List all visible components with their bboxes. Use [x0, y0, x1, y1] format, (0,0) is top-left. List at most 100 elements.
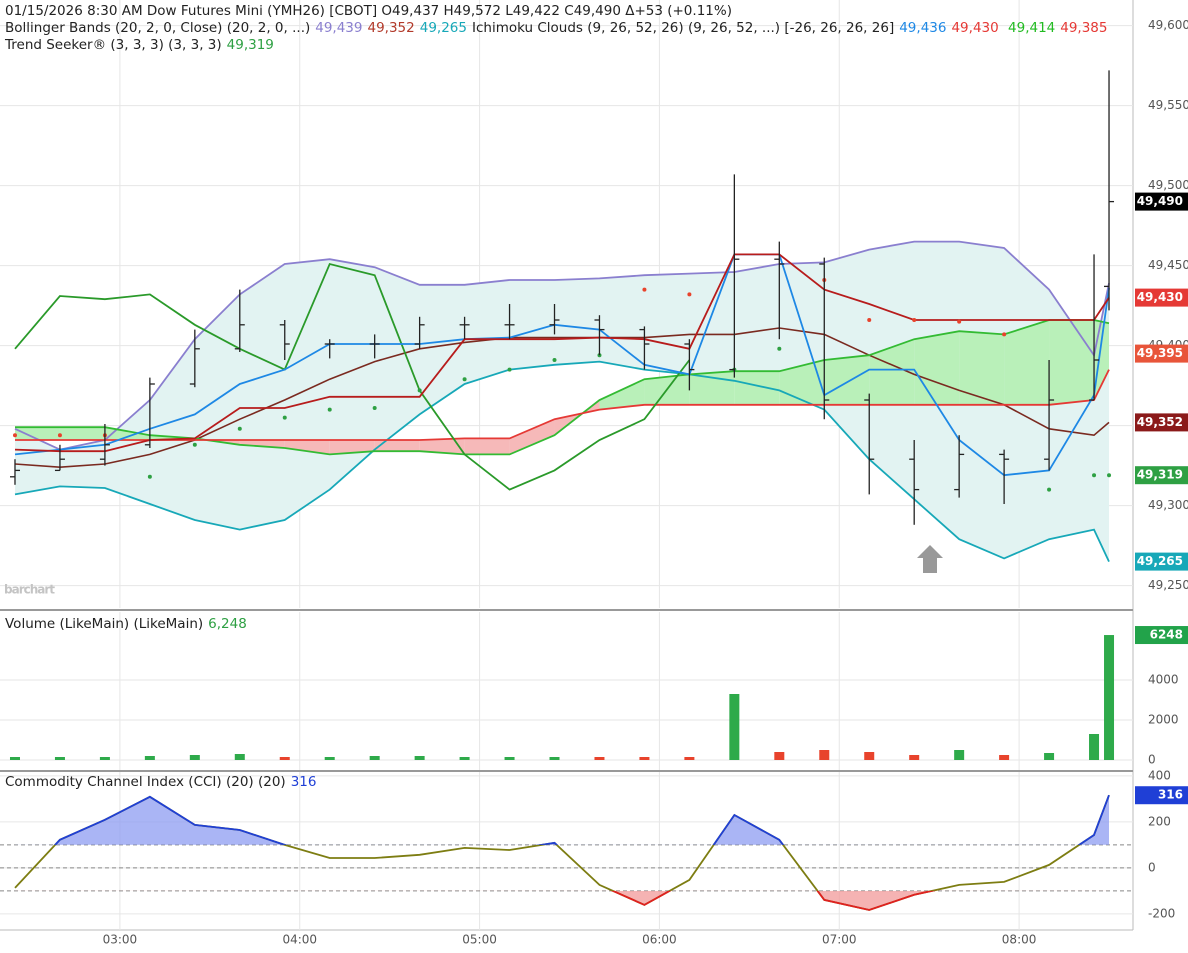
- y-tick-label: 49,300: [1148, 498, 1188, 512]
- volume-bar: [459, 757, 470, 760]
- legend-item: 49,414: [1004, 20, 1056, 36]
- volume-bar: [909, 755, 920, 760]
- x-tick-label: 06:00: [642, 933, 677, 947]
- y-tick-label: 400: [1148, 768, 1171, 782]
- cci-low-fill: [14, 890, 1110, 910]
- base-line: [14, 253, 1110, 453]
- value-tag-label: 49,319: [1137, 468, 1183, 482]
- bb-lower: [14, 360, 1110, 562]
- volume-bar: [1104, 635, 1115, 760]
- trend-dot: [687, 292, 692, 297]
- y-tick-label: 0: [1148, 860, 1156, 874]
- volume-bar: [684, 757, 695, 760]
- cloud: [464, 438, 510, 455]
- legend-item: Trend Seeker® (3, 3, 3) (3, 3, 3): [4, 37, 222, 53]
- trend-dot: [147, 474, 152, 479]
- value-tag-label: 49,395: [1137, 346, 1183, 360]
- volume-bar: [9, 757, 20, 760]
- x-tick-label: 04:00: [282, 933, 317, 947]
- trend-dot: [417, 388, 422, 393]
- cloud: [914, 331, 960, 405]
- volume-bar: [774, 752, 785, 760]
- y-tick-label: 49,500: [1148, 178, 1188, 192]
- value-tag-label: 49,430: [1137, 290, 1183, 304]
- legend-item: Bollinger Bands (20, 2, 0, Close) (20, 2…: [5, 20, 310, 36]
- y-tick-label: 49,450: [1148, 258, 1188, 272]
- trend-dot: [777, 346, 782, 351]
- value-tag: [1135, 552, 1188, 571]
- trend-dot: [1092, 473, 1097, 478]
- cloud: [959, 331, 1005, 405]
- trend-dot: [12, 433, 17, 438]
- cloud: [419, 438, 465, 455]
- trend-dot: [192, 442, 197, 447]
- bb-upper: [14, 240, 1110, 451]
- value-tag-label: 49,490: [1137, 194, 1183, 208]
- volume-bar: [54, 757, 65, 760]
- volume-bar: [414, 756, 425, 760]
- trend-dot: [912, 318, 917, 322]
- cci-high-fill: [55, 795, 1110, 845]
- volume-bar: [639, 757, 650, 760]
- volume-bar: [99, 757, 110, 760]
- trend-dot: [237, 426, 242, 431]
- y-tick-label: -200: [1148, 906, 1175, 920]
- cloud: [59, 427, 105, 440]
- cloud: [1004, 320, 1050, 405]
- x-tick-label: 08:00: [1002, 933, 1037, 947]
- trend-dot: [957, 319, 962, 324]
- cloud: [824, 355, 870, 405]
- volume-bar: [864, 752, 875, 760]
- value-tag: [1135, 786, 1188, 805]
- trend-dot: [1047, 487, 1052, 492]
- volume-bar: [234, 754, 245, 760]
- volume-bar: [369, 756, 380, 760]
- arrow-icon: [917, 545, 943, 573]
- volume-bar: [1044, 753, 1055, 760]
- cloud: [509, 419, 555, 455]
- legend-item: Volume (LikeMain) (LikeMain): [5, 616, 203, 632]
- legend-item: Ichimoku Clouds (9, 26, 52, 26) (9, 26, …: [472, 20, 894, 36]
- cloud: [599, 379, 645, 410]
- x-tick-label: 05:00: [462, 933, 497, 947]
- value-tag: [1135, 288, 1188, 307]
- watermark: barchart: [4, 583, 55, 597]
- volume-bar: [819, 750, 830, 760]
- value-tag: [1135, 344, 1188, 363]
- trend-dot: [1107, 473, 1112, 478]
- legend-item: 6,248: [208, 616, 247, 632]
- trend-dot: [1002, 332, 1007, 337]
- x-tick-label: 07:00: [822, 933, 857, 947]
- legend: Trend Seeker® (3, 3, 3) (3, 3, 3) 49,319: [4, 37, 274, 53]
- legend-item: 49,439: [315, 20, 362, 36]
- volume-bar: [999, 755, 1010, 760]
- y-tick-label: 200: [1148, 814, 1171, 828]
- span-b: [15, 369, 1110, 441]
- value-tag: [1135, 466, 1188, 485]
- cloud: [1049, 320, 1095, 405]
- band-fill: [14, 241, 1110, 562]
- y-tick-label: 2000: [1148, 713, 1179, 727]
- volume-bar: [504, 757, 515, 760]
- value-tag-label: 49,265: [1137, 554, 1183, 568]
- trend-dot: [57, 433, 62, 438]
- legend-item: Commodity Channel Index (CCI) (20) (20): [5, 774, 286, 790]
- cloud: [239, 440, 285, 448]
- value-tag-label: 316: [1158, 788, 1183, 802]
- trend-dot: [282, 415, 287, 420]
- legend-item: 49,352: [368, 20, 415, 36]
- y-tick-label: 0: [1148, 753, 1156, 767]
- volume-bar: [279, 757, 290, 760]
- cloud: [329, 440, 375, 455]
- value-tag-label: 49,352: [1137, 415, 1183, 429]
- cloud: [734, 371, 780, 405]
- legend-item: 49,436: [899, 20, 946, 36]
- y-tick-label: 4000: [1148, 673, 1179, 687]
- trend-dot: [867, 318, 872, 322]
- volume-bar: [189, 755, 200, 760]
- value-tag: [1135, 626, 1188, 645]
- volume-bar: [144, 756, 155, 760]
- cci-line-high: [53, 794, 1110, 845]
- legend-item: 01/15/2026 8:30 AM Dow Futures Mini (YMH…: [5, 3, 732, 19]
